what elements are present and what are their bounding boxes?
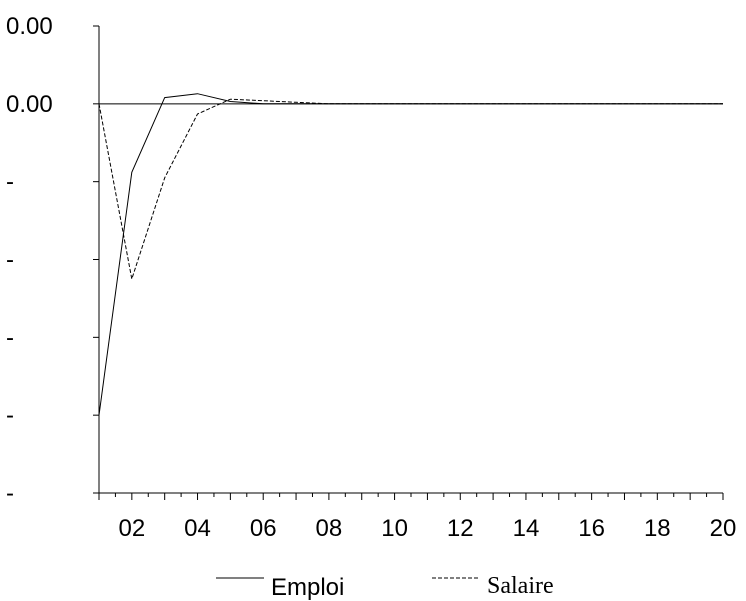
x-tick-label: 08 [316,515,343,542]
x-tick-label: 06 [250,515,277,542]
x-tick-label: 20 [710,515,737,542]
x-tick-label: 14 [513,515,540,542]
series-line-emploi [98,93,723,416]
y-tick-label: - [6,480,14,507]
y-tick-label: - [6,169,14,196]
legend: Emploi Salaire [216,573,554,601]
y-tick-label: 0.00 [6,91,53,118]
y-tick-label: - [6,247,14,274]
y-tick-label: - [6,324,14,351]
series-line-salaire [98,98,723,280]
plot-area: 0.00 0.00 - - - - - 02 04 06 08 10 12 14 16 18 20 [6,13,736,542]
legend-emploi-label: Emploi [271,574,344,601]
x-tick-label: 12 [447,515,474,542]
x-tick-label: 10 [381,515,408,542]
x-tick-label: 02 [118,515,145,542]
y-tick-label: 0.00 [6,13,53,40]
x-tick-label: 16 [578,515,605,542]
x-tick-label: 18 [644,515,671,542]
legend-salaire-label: Salaire [487,573,554,599]
x-tick-label: 04 [184,515,211,542]
y-tick-label: - [6,402,14,429]
